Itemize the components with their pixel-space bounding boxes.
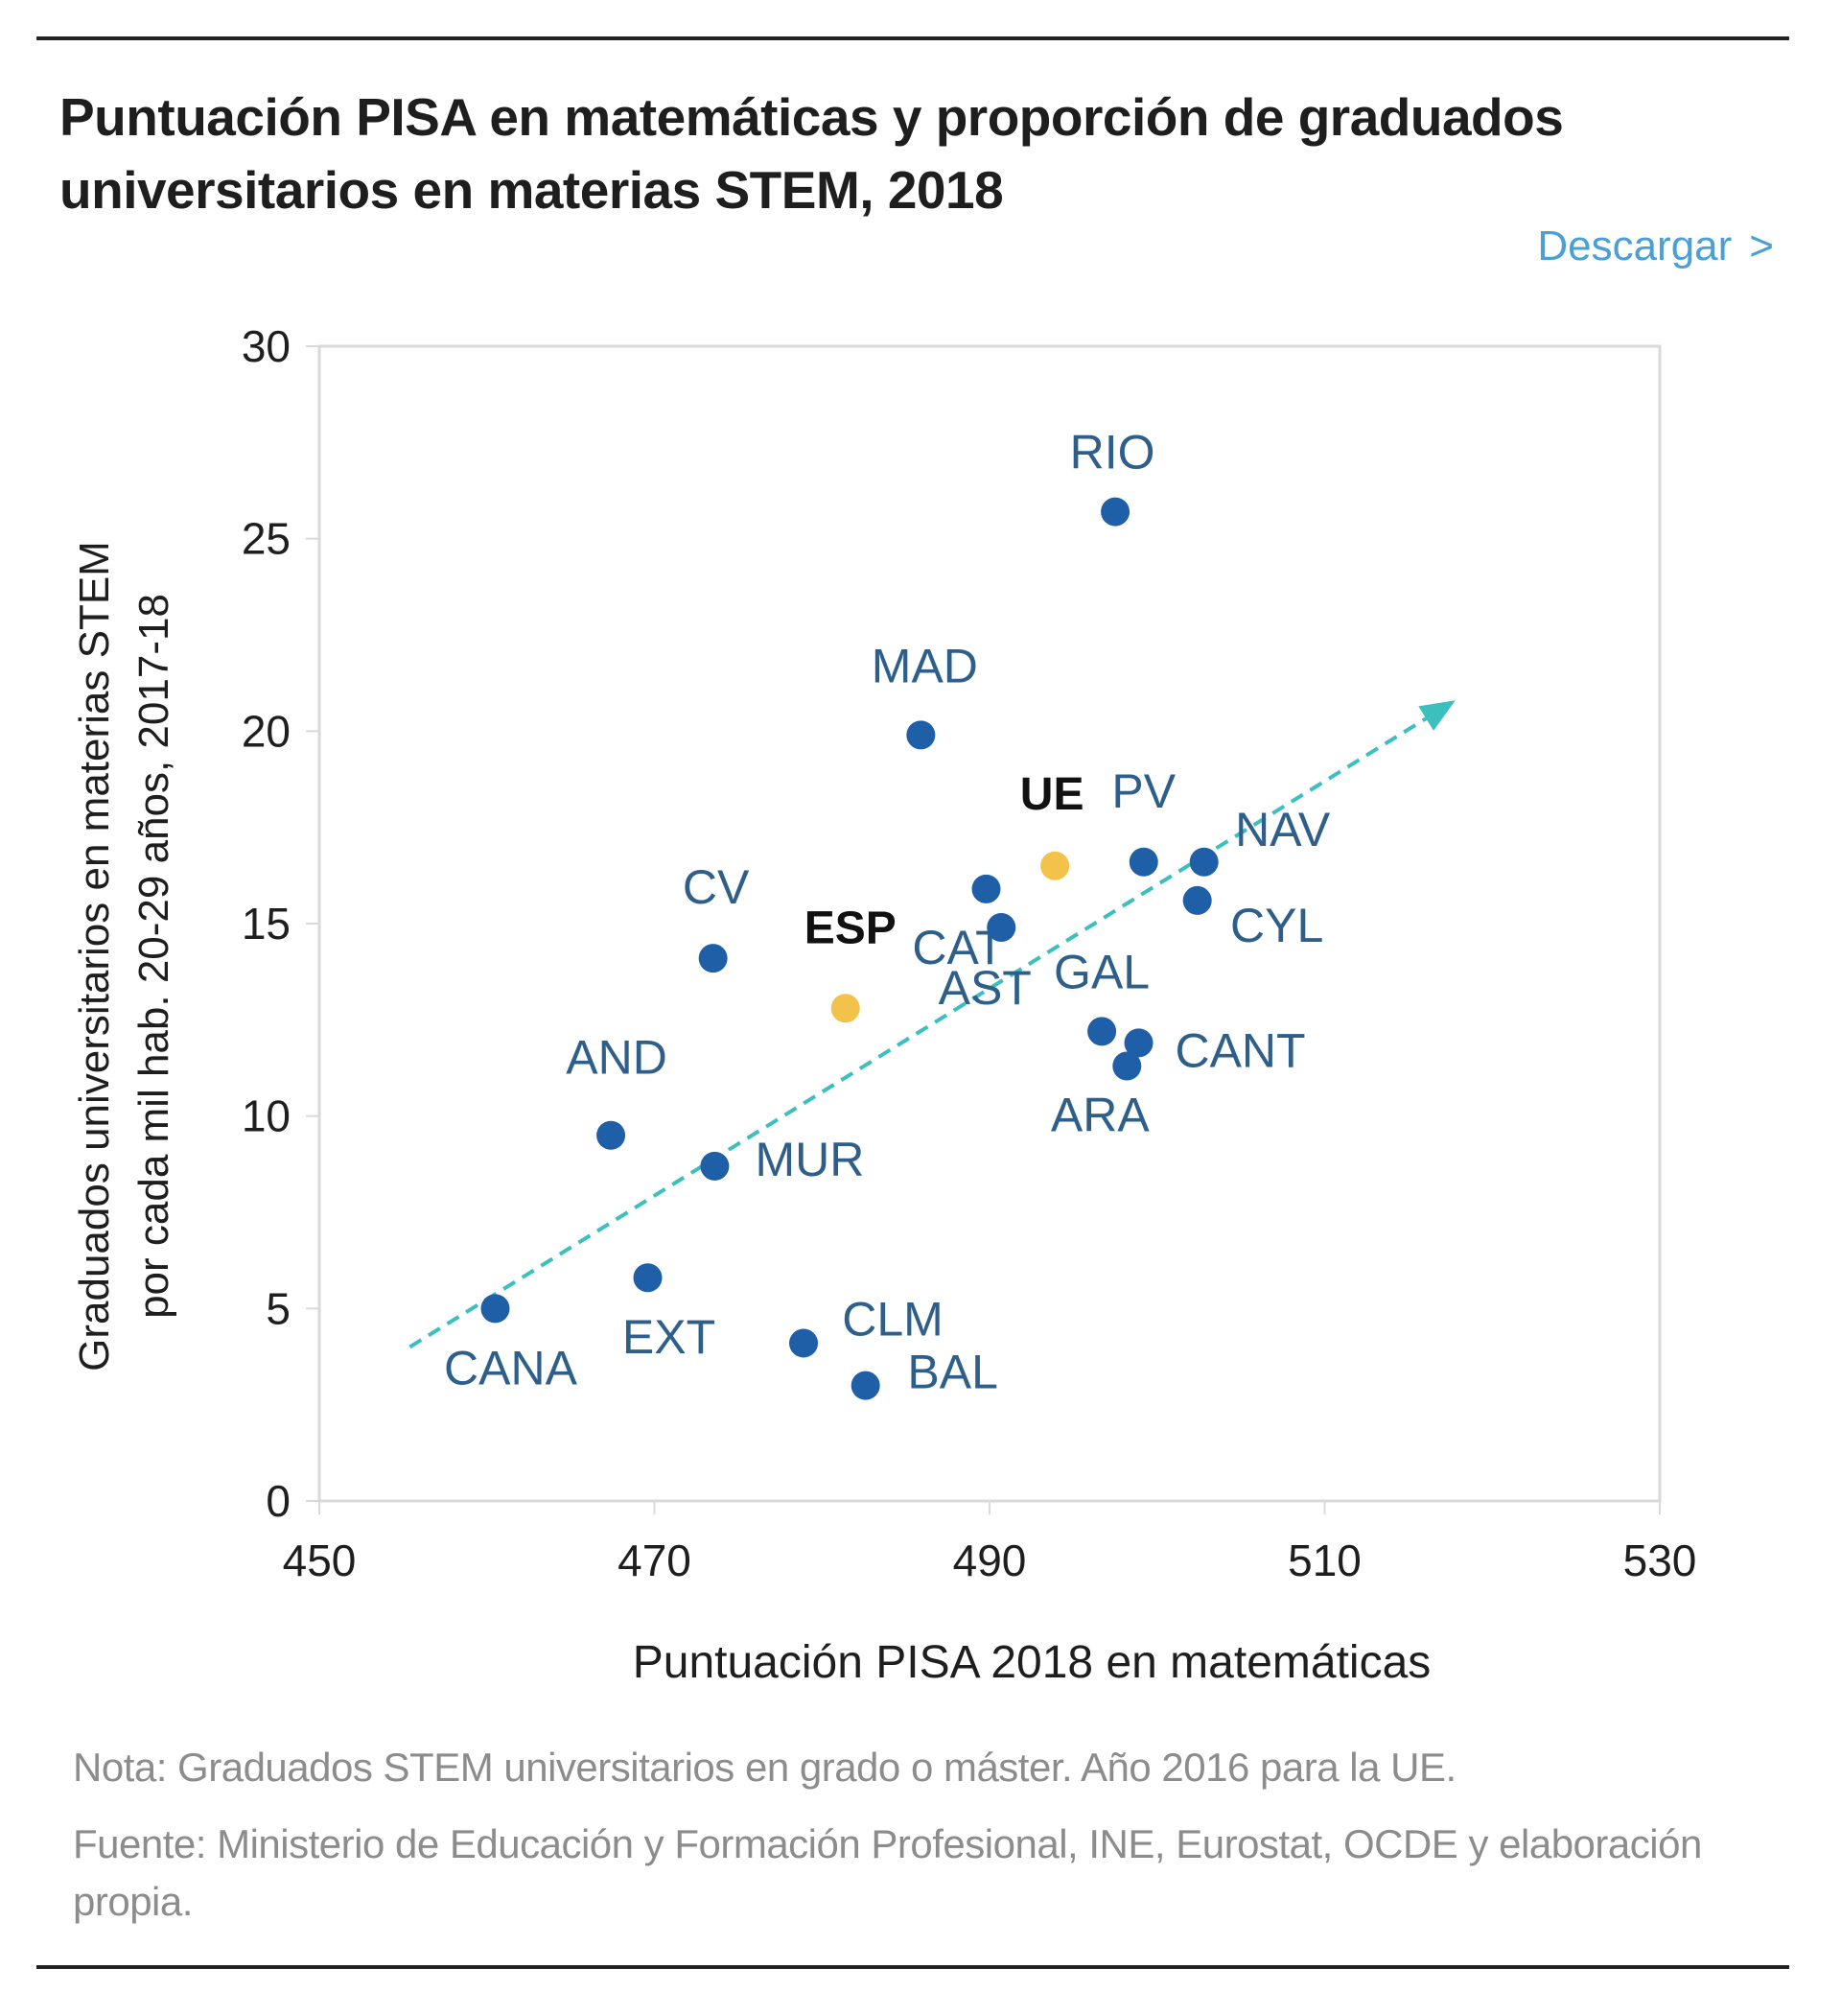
data-point-cat <box>971 874 1001 903</box>
x-tick-label: 470 <box>618 1535 691 1585</box>
data-point-and <box>596 1120 626 1150</box>
y-tick-label: 25 <box>242 514 291 564</box>
chevron-right-icon: > <box>1749 223 1774 270</box>
data-label-cant: CANT <box>1175 1023 1305 1077</box>
chart-title: Puntuación PISA en matemáticas y proporc… <box>59 87 1564 220</box>
data-point-ara <box>1112 1051 1142 1081</box>
data-label-mur: MUR <box>755 1133 864 1186</box>
top-rule <box>36 36 1789 40</box>
data-label-gal: GAL <box>1054 945 1150 998</box>
y-tick-label: 0 <box>266 1476 291 1526</box>
data-point-mad <box>906 720 936 750</box>
data-label-ue: UE <box>1020 769 1084 820</box>
data-label-bal: BAL <box>907 1346 998 1399</box>
data-point-clm <box>789 1328 819 1358</box>
data-point-gal <box>1087 1017 1117 1046</box>
data-label-clm: CLM <box>842 1292 944 1346</box>
y-tick-label: 20 <box>242 706 291 756</box>
y-axis-label-line-1: Graduados universitarios en materias STE… <box>71 541 118 1371</box>
x-axis-label: Puntuación PISA 2018 en matemáticas <box>632 1637 1432 1688</box>
data-point-pv <box>1129 847 1158 877</box>
data-point-nav <box>1189 847 1219 877</box>
x-tick-label: 490 <box>953 1535 1027 1585</box>
x-tick-label: 530 <box>1623 1535 1697 1585</box>
data-label-cana: CANA <box>444 1341 578 1395</box>
y-axis-label-line-2: por cada mil hab. 20-29 años, 2017-18 <box>130 594 177 1319</box>
data-label-rio: RIO <box>1070 426 1155 480</box>
data-point-bal <box>851 1371 880 1400</box>
download-label: Descargar <box>1537 223 1733 270</box>
data-label-mad: MAD <box>872 639 978 692</box>
data-point-ext <box>633 1263 663 1293</box>
source-note: Fuente: Ministerio de Educación y Formac… <box>73 1821 1702 1924</box>
y-tick-label: 10 <box>242 1091 291 1141</box>
trend-line <box>408 716 1428 1349</box>
trend-arrowhead <box>1418 700 1456 731</box>
y-tick-label: 30 <box>242 321 291 371</box>
data-point-cana <box>480 1294 510 1324</box>
data-label-and: AND <box>566 1031 667 1085</box>
data-point-ue <box>1040 851 1070 880</box>
y-tick-label: 5 <box>266 1283 291 1333</box>
x-tick-label: 510 <box>1288 1535 1362 1585</box>
data-point-cyl <box>1182 885 1212 915</box>
download-link[interactable]: Descargar > <box>1537 223 1774 270</box>
data-point-cv <box>698 944 728 973</box>
data-label-pv: PV <box>1111 764 1176 818</box>
data-label-ext: EXT <box>622 1310 715 1364</box>
x-tick-label: 450 <box>283 1535 357 1585</box>
bottom-rule <box>36 1965 1789 1969</box>
y-tick-label: 15 <box>242 899 291 949</box>
data-label-nav: NAV <box>1235 803 1331 856</box>
data-label-esp: ESP <box>804 903 897 953</box>
data-label-cv: CV <box>683 860 750 914</box>
footnote: Nota: Graduados STEM universitarios en g… <box>73 1745 1456 1790</box>
data-point-mur <box>700 1151 730 1181</box>
data-point-ast <box>987 913 1016 943</box>
data-point-rio <box>1101 497 1130 527</box>
data-point-cant <box>1124 1028 1154 1058</box>
data-label-ast: AST <box>939 961 1032 1015</box>
data-label-ara: ARA <box>1051 1088 1150 1141</box>
data-point-esp <box>830 994 860 1023</box>
y-axis-label: Graduados universitarios en materias STE… <box>65 541 184 1371</box>
data-label-cyl: CYL <box>1230 899 1323 952</box>
